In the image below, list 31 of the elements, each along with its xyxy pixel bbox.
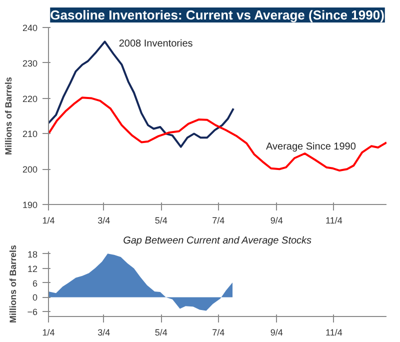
x-tick-label: 3/4 bbox=[98, 216, 110, 226]
x-tick-label: 9/4 bbox=[270, 216, 283, 226]
y-tick-label: 190 bbox=[22, 200, 38, 210]
x-tick-label: 9/4 bbox=[270, 328, 283, 338]
y-tick-label: 240 bbox=[22, 23, 38, 33]
y-tick-label: 200 bbox=[22, 164, 38, 175]
y-tick-label: −6 bbox=[27, 307, 38, 318]
y-tick-label: 210 bbox=[22, 129, 38, 140]
y-tick-label: 0 bbox=[32, 292, 38, 303]
series-label: 2008 Inventories bbox=[118, 38, 193, 50]
y-axis-title: Millions of Barrels bbox=[8, 244, 18, 324]
x-tick-label: 3/4 bbox=[98, 328, 110, 338]
chart-title: Gasoline Inventories: Current vs Average (Since 1990) bbox=[50, 8, 384, 22]
series-label: Average Since 1990 bbox=[266, 141, 356, 152]
x-tick-label: 11/4 bbox=[326, 216, 342, 226]
y-tick-label: 220 bbox=[22, 94, 38, 104]
x-tick-label: 5/4 bbox=[154, 328, 168, 338]
y-axis-title: Millions of Barrels bbox=[3, 76, 14, 156]
x-tick-label: 7/4 bbox=[212, 328, 225, 338]
x-tick-label: 7/4 bbox=[212, 216, 225, 226]
y-tick-label: 18 bbox=[27, 249, 38, 260]
y-tick-label: 6 bbox=[32, 278, 38, 288]
x-tick-label: 5/4 bbox=[154, 216, 168, 226]
line-series bbox=[48, 40, 234, 148]
x-tick-label: 11/4 bbox=[326, 328, 342, 338]
y-tick-label: 12 bbox=[27, 264, 38, 274]
chart-title: Gap Between Current and Average Stocks bbox=[123, 236, 312, 246]
x-tick-label: 1/4 bbox=[42, 216, 55, 226]
line-series bbox=[48, 96, 386, 172]
y-tick-label: 230 bbox=[22, 58, 38, 68]
x-tick-label: 1/4 bbox=[42, 328, 55, 338]
